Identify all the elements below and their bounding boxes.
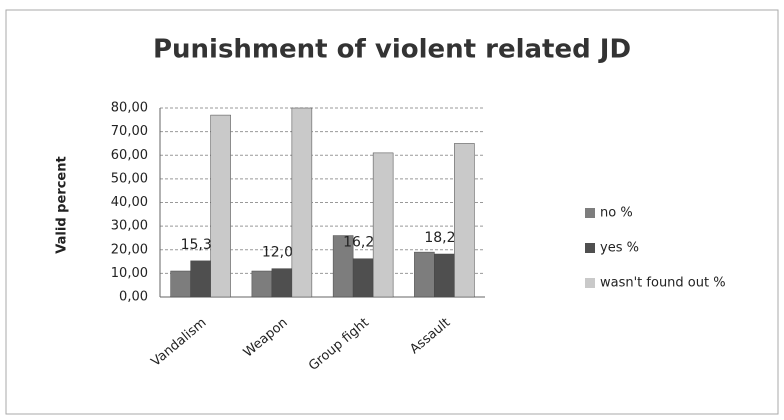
bar [170,270,191,298]
legend-swatch [585,278,595,288]
y-tick-label: 60,00 [111,148,148,163]
bar [291,107,313,298]
y-tick-label: 10,00 [111,266,148,281]
y-tick-label: 40,00 [111,195,148,210]
bar [434,253,455,298]
bar [251,270,273,298]
bar [210,114,231,298]
bar [271,268,293,298]
bar [352,258,374,298]
y-tick-label: 30,00 [111,219,148,234]
bar [372,152,394,298]
bar [454,143,475,298]
legend-swatch [585,243,595,253]
y-tick-label: 20,00 [111,242,148,257]
legend-label: yes % [600,241,639,256]
y-tick-label: 70,00 [111,124,148,139]
bar [190,260,211,298]
legend-label: wasn't found out % [600,276,726,291]
bar [414,251,435,298]
legend-swatch [585,208,595,218]
y-tick-label: 80,00 [111,101,148,116]
y-tick-label: 0,00 [119,290,148,305]
y-axis-label: Valid percent [55,156,70,253]
chart-title: Punishment of violent related JD [153,35,631,65]
y-tick-label: 50,00 [111,171,148,186]
legend-label: no % [600,206,633,221]
